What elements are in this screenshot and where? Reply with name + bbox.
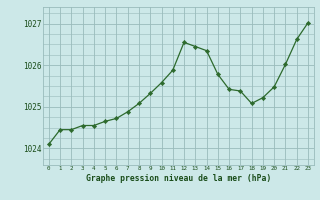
X-axis label: Graphe pression niveau de la mer (hPa): Graphe pression niveau de la mer (hPa)	[86, 174, 271, 183]
